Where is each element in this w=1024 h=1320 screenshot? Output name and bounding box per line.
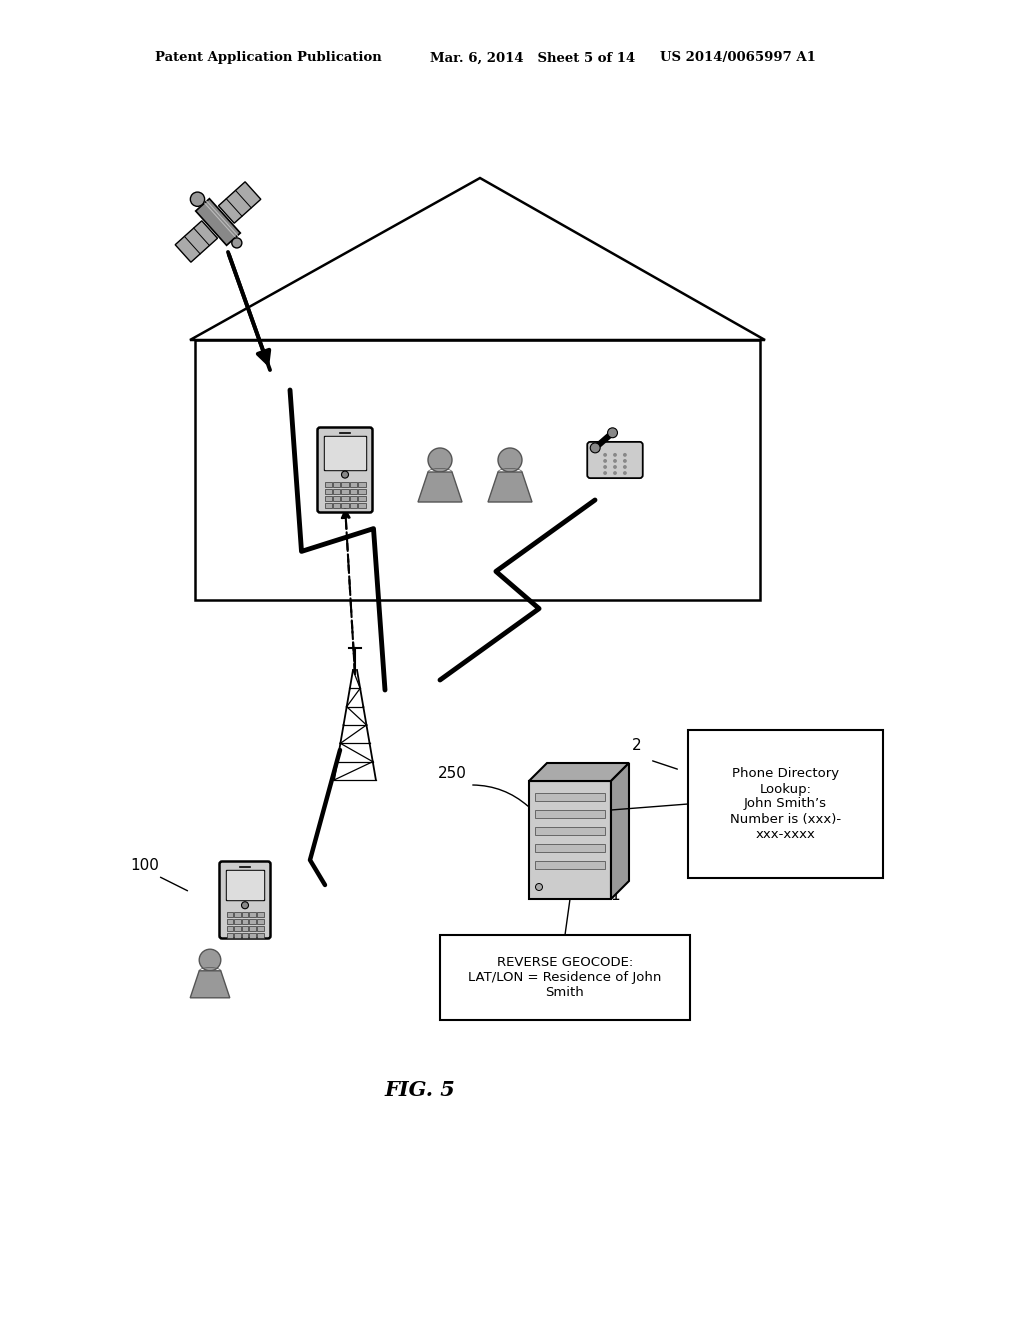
Polygon shape <box>196 198 241 246</box>
Bar <box>358 482 366 487</box>
Circle shape <box>190 193 205 206</box>
Circle shape <box>231 238 242 248</box>
Text: 2: 2 <box>632 738 642 752</box>
Bar <box>324 436 366 470</box>
Polygon shape <box>418 473 462 502</box>
Bar <box>358 488 366 494</box>
Bar <box>234 919 241 924</box>
Polygon shape <box>488 473 532 502</box>
Bar <box>249 912 256 917</box>
Bar <box>358 495 366 500</box>
Circle shape <box>590 444 600 453</box>
Bar <box>249 919 256 924</box>
Bar <box>325 495 332 500</box>
Bar <box>341 503 349 508</box>
Polygon shape <box>325 437 365 469</box>
Bar <box>234 912 241 917</box>
Polygon shape <box>611 763 629 899</box>
Bar <box>688 730 883 878</box>
Circle shape <box>341 471 348 478</box>
Polygon shape <box>218 182 261 223</box>
Bar <box>257 912 263 917</box>
Circle shape <box>536 883 543 891</box>
Text: 100: 100 <box>130 858 159 873</box>
Bar <box>333 503 340 508</box>
Circle shape <box>623 453 627 457</box>
Text: Mar. 6, 2014   Sheet 5 of 14: Mar. 6, 2014 Sheet 5 of 14 <box>430 51 635 65</box>
Bar <box>341 488 349 494</box>
Bar <box>529 781 611 899</box>
Bar <box>325 488 332 494</box>
Circle shape <box>603 453 607 457</box>
Circle shape <box>623 471 627 475</box>
Circle shape <box>200 949 221 970</box>
FancyBboxPatch shape <box>587 442 643 478</box>
Circle shape <box>242 902 249 908</box>
Bar <box>535 810 605 818</box>
Bar <box>535 843 605 851</box>
Bar <box>535 793 605 801</box>
Circle shape <box>603 459 607 463</box>
Bar <box>333 495 340 500</box>
Bar <box>226 870 264 900</box>
Bar <box>333 488 340 494</box>
Bar <box>325 482 332 487</box>
Bar <box>358 503 366 508</box>
FancyBboxPatch shape <box>317 428 373 512</box>
Bar <box>234 933 241 939</box>
Circle shape <box>613 453 616 457</box>
Bar <box>234 927 241 931</box>
Bar <box>535 828 605 836</box>
Text: 1: 1 <box>610 888 620 903</box>
Text: 250: 250 <box>438 766 467 781</box>
Bar <box>242 919 248 924</box>
Polygon shape <box>175 220 217 263</box>
Bar <box>257 927 263 931</box>
Bar <box>226 912 233 917</box>
Bar <box>341 482 349 487</box>
Bar <box>257 919 263 924</box>
Bar <box>350 482 357 487</box>
Polygon shape <box>190 970 229 998</box>
Bar <box>350 503 357 508</box>
Bar <box>350 488 357 494</box>
Text: US 2014/0065997 A1: US 2014/0065997 A1 <box>660 51 816 65</box>
Text: REVERSE GEOCODE:
LAT/LON = Residence of John
Smith: REVERSE GEOCODE: LAT/LON = Residence of … <box>468 956 662 999</box>
Circle shape <box>498 447 522 473</box>
Text: Phone Directory
Lookup:
John Smith’s
Number is (xxx)-
xxx-xxxx: Phone Directory Lookup: John Smith’s Num… <box>730 767 841 841</box>
Bar <box>440 935 690 1020</box>
Circle shape <box>607 428 617 438</box>
Bar <box>249 933 256 939</box>
Text: Patent Application Publication: Patent Application Publication <box>155 51 382 65</box>
Bar <box>226 919 233 924</box>
Circle shape <box>428 447 452 473</box>
Bar <box>325 503 332 508</box>
Bar <box>226 927 233 931</box>
Bar <box>341 495 349 500</box>
Circle shape <box>613 465 616 469</box>
Text: FIG. 5: FIG. 5 <box>385 1080 456 1100</box>
Bar <box>257 933 263 939</box>
FancyBboxPatch shape <box>219 862 270 939</box>
Bar <box>535 861 605 869</box>
Circle shape <box>603 465 607 469</box>
Circle shape <box>623 465 627 469</box>
Bar <box>242 927 248 931</box>
Circle shape <box>613 471 616 475</box>
Circle shape <box>613 459 616 463</box>
Bar <box>249 927 256 931</box>
Bar <box>333 482 340 487</box>
Bar <box>350 495 357 500</box>
Bar <box>242 933 248 939</box>
Bar <box>242 912 248 917</box>
Circle shape <box>603 471 607 475</box>
Polygon shape <box>227 871 263 899</box>
Bar <box>226 933 233 939</box>
Polygon shape <box>529 763 629 781</box>
Circle shape <box>623 459 627 463</box>
